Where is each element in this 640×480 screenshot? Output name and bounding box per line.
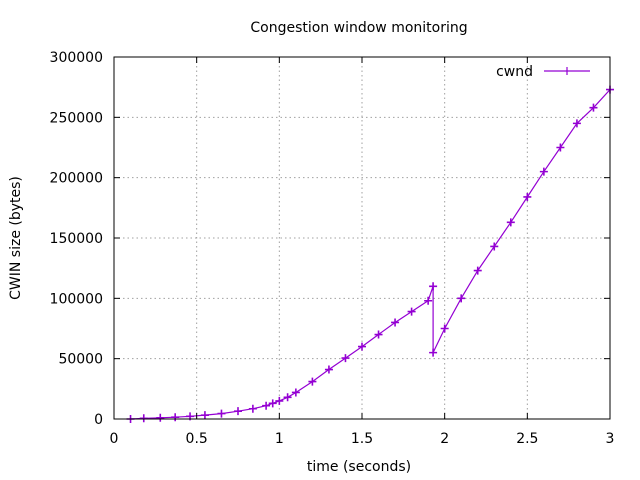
y-tick-label: 100000: [50, 291, 103, 307]
legend-label-cwnd: cwnd: [496, 64, 533, 80]
data-point: [572, 119, 581, 128]
y-tick-label: 150000: [50, 231, 103, 247]
data-point: [473, 266, 482, 275]
y-tick-label: 200000: [50, 171, 103, 187]
x-tick-label: 1: [275, 431, 284, 447]
data-point: [523, 192, 532, 201]
data-point: [440, 324, 449, 333]
data-point: [429, 282, 438, 291]
data-point: [139, 414, 148, 423]
data-point: [268, 399, 277, 408]
data-point: [248, 404, 257, 413]
data-point: [539, 167, 548, 176]
data-point: [391, 318, 400, 327]
chart-title: Congestion window monitoring: [250, 20, 467, 36]
data-point: [358, 342, 366, 351]
data-point: [429, 348, 438, 357]
data-point: [262, 401, 271, 410]
x-tick-label: 2.5: [516, 431, 538, 447]
data-point: [156, 413, 165, 422]
x-tick-label: 1.5: [351, 431, 373, 447]
data-point: [457, 294, 466, 303]
data-point: [283, 393, 292, 402]
grid-lines: [114, 57, 610, 419]
data-point: [308, 377, 317, 386]
data-point: [171, 413, 180, 422]
data-point: [200, 411, 209, 420]
data-point: [407, 307, 416, 316]
data-point: [490, 242, 499, 251]
data-point: [424, 296, 433, 305]
series-line-cwnd: [130, 89, 611, 420]
data-point: [275, 396, 284, 405]
series-layer: [126, 85, 614, 423]
y-tick-label: 0: [94, 412, 103, 428]
axis-ticks: 0 0.5 1 1.5 2 2.5 3 0 50000 100000 150000 200000 250…: [50, 50, 615, 447]
y-tick-label: 50000: [58, 352, 103, 368]
x-tick-label: 3: [606, 431, 615, 447]
data-point: [217, 409, 226, 418]
x-tick-label: 0.5: [186, 431, 208, 447]
y-tick-label: 250000: [50, 110, 103, 126]
data-point: [506, 218, 515, 227]
data-point: [234, 407, 242, 416]
data-point: [589, 103, 598, 112]
data-point: [374, 330, 383, 339]
data-point: [341, 354, 350, 363]
data-point: [291, 388, 300, 397]
x-tick-label: 0: [110, 431, 119, 447]
data-point: [324, 365, 333, 374]
data-point: [556, 143, 565, 152]
legend: cwnd: [496, 64, 590, 80]
y-tick-label: 300000: [50, 50, 103, 66]
y-axis-title: CWIN size (bytes): [8, 176, 24, 300]
x-axis-title: time (seconds): [307, 459, 411, 475]
x-tick-label: 2: [440, 431, 449, 447]
